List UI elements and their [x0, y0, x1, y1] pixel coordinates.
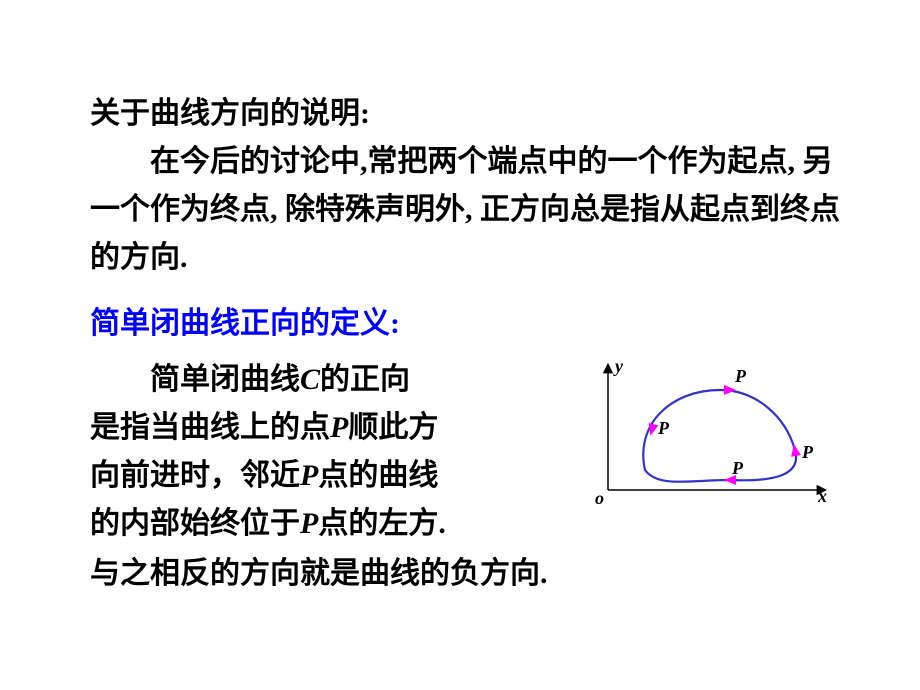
p2-c1: C [300, 363, 320, 396]
slide: 关于曲线方向的说明: 在今后的讨论中,常把两个端点中的一个作为起点, 另一个作为… [0, 0, 920, 690]
x-axis-label: x [817, 486, 827, 506]
origin-label: o [595, 488, 604, 508]
paragraph-2: 简单闭曲线C的正向 是指当曲线上的点P顺此方 向前进时，邻近P点的曲线 的内部始… [90, 356, 572, 548]
curve-diagram-svg: y x o P P P P [580, 360, 835, 515]
p2-t1: 简单闭曲线 [150, 363, 300, 396]
p-label-bottom: P [731, 458, 744, 478]
p2-t3b: 向前进时，邻近 [90, 459, 300, 492]
title: 关于曲线方向的说明: [90, 90, 840, 138]
p2-t4b: 的内部始终位于 [90, 507, 300, 540]
subtitle: 简单闭曲线正向的定义: [90, 300, 840, 348]
p2-t4a: 点的曲线 [318, 459, 438, 492]
arrow-right [789, 443, 801, 457]
diagram: y x o P P P P [572, 356, 840, 515]
body-block: 简单闭曲线C的正向 是指当曲线上的点P顺此方 向前进时，邻近P点的曲线 的内部始… [90, 356, 840, 548]
y-axis-label: y [613, 360, 624, 376]
paragraph-1: 在今后的讨论中,常把两个端点中的一个作为起点, 另一个作为终点, 除特殊声明外,… [90, 138, 840, 282]
p-label-top: P [734, 366, 747, 386]
p2-t3a: 顺此方 [348, 411, 438, 444]
paragraph-3: 与之相反的方向就是曲线的负方向. [90, 550, 840, 598]
p2-t2a: 的正向 [320, 363, 410, 396]
arrow-top [724, 385, 736, 395]
p2-t2b: 是指当曲线上的点 [90, 411, 330, 444]
p2-p2: P [300, 459, 318, 492]
p2-p3: P [300, 507, 318, 540]
p2-p1: P [330, 411, 348, 444]
p-label-right: P [801, 442, 814, 462]
p-label-left: P [657, 418, 670, 438]
p2-t5: 点的左方. [318, 507, 446, 540]
